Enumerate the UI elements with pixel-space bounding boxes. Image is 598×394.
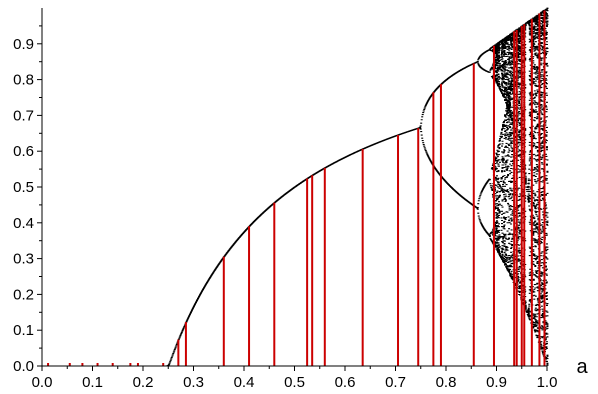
x-ticks: 0.0 0.1 0.2 0.3 0.4 0.5 0.6 0.7 0.8 0.9 1.0 bbox=[32, 366, 558, 391]
y-tick-label: 0.7 bbox=[13, 107, 34, 124]
x-axis-label: a bbox=[576, 356, 588, 378]
x-tick-label: 0.3 bbox=[183, 374, 204, 391]
x-tick-label: 1.0 bbox=[537, 374, 558, 391]
y-tick-label: 0.8 bbox=[13, 72, 34, 89]
x-tick-label: 0.4 bbox=[234, 374, 255, 391]
x-tick-label: 0.9 bbox=[486, 374, 507, 391]
y-tick-label: 0.5 bbox=[13, 179, 34, 196]
y-ticks: 0.0 0.1 0.2 0.3 0.4 0.5 0.6 0.7 0.8 0.9 bbox=[13, 25, 42, 375]
y-tick-label: 0.6 bbox=[13, 143, 34, 160]
y-tick-label: 0.1 bbox=[13, 322, 34, 339]
y-tick-label: 0.9 bbox=[13, 36, 34, 53]
y-tick-label: 0.0 bbox=[13, 358, 34, 375]
x-tick-label: 0.6 bbox=[335, 374, 356, 391]
x-tick-label: 0.2 bbox=[133, 374, 154, 391]
x-tick-label: 0.0 bbox=[32, 374, 53, 391]
y-tick-label: 0.3 bbox=[13, 251, 34, 268]
x-tick-label: 0.8 bbox=[436, 374, 457, 391]
y-tick-label: 0.2 bbox=[13, 286, 34, 303]
x-tick-label: 0.1 bbox=[82, 374, 103, 391]
x-tick-label: 0.5 bbox=[284, 374, 305, 391]
x-tick-label: 0.7 bbox=[385, 374, 406, 391]
y-tick-label: 0.4 bbox=[13, 215, 34, 232]
marker-lines bbox=[47, 10, 546, 366]
